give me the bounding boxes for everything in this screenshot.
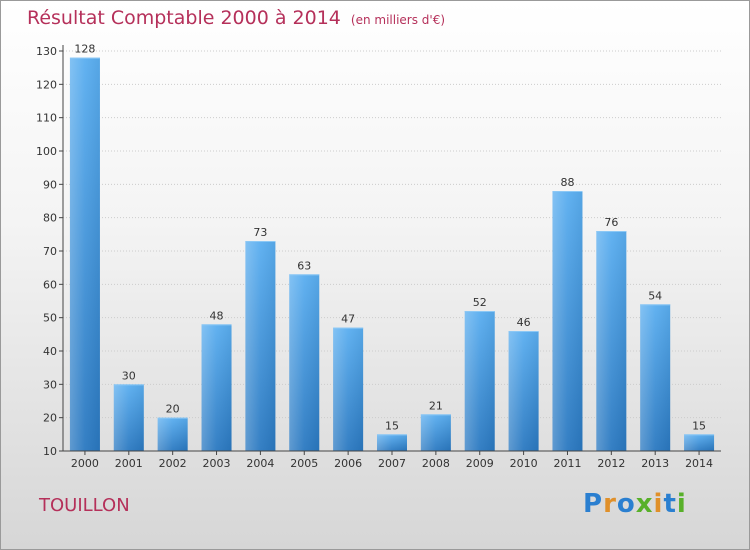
y-tick-label: 80 bbox=[43, 212, 57, 225]
x-tick-label: 2014 bbox=[685, 457, 713, 470]
x-tick-label: 2008 bbox=[422, 457, 450, 470]
y-tick-label: 50 bbox=[43, 312, 57, 325]
y-tick-label: 120 bbox=[36, 78, 57, 91]
x-tick-label: 2003 bbox=[203, 457, 231, 470]
x-tick-label: 2007 bbox=[378, 457, 406, 470]
bar-value-label: 48 bbox=[210, 309, 224, 322]
bar-value-label: 47 bbox=[341, 313, 355, 326]
bar-shine bbox=[377, 434, 407, 451]
bars-layer bbox=[69, 57, 715, 452]
x-tick-label: 2009 bbox=[466, 457, 494, 470]
y-tick-label: 100 bbox=[36, 145, 57, 158]
logo-letter: i bbox=[653, 489, 664, 519]
x-tick-label: 2006 bbox=[334, 457, 362, 470]
x-tick-label: 2012 bbox=[597, 457, 625, 470]
x-tick-label: 2001 bbox=[115, 457, 143, 470]
logo-letter: t bbox=[663, 489, 677, 519]
bar-shine bbox=[69, 57, 100, 452]
logo-letter: o bbox=[616, 489, 636, 519]
y-tick-label: 20 bbox=[43, 412, 57, 425]
y-tick-label: 30 bbox=[43, 378, 57, 391]
y-tick-label: 110 bbox=[36, 112, 57, 125]
bar-shine bbox=[201, 324, 232, 451]
bar-shine bbox=[157, 417, 188, 451]
x-tick-label: 2011 bbox=[553, 457, 581, 470]
bar-value-label: 52 bbox=[473, 296, 487, 309]
bar-shine bbox=[113, 384, 144, 451]
bar-value-label: 76 bbox=[604, 216, 618, 229]
bar-shine bbox=[333, 327, 364, 451]
x-tick-label: 2013 bbox=[641, 457, 669, 470]
bar-value-label: 46 bbox=[517, 316, 531, 329]
bar-shine bbox=[684, 434, 715, 451]
x-tick-label: 2010 bbox=[510, 457, 538, 470]
chart-subtitle: (en milliers d'€) bbox=[350, 13, 446, 27]
bar-value-label: 15 bbox=[385, 419, 399, 432]
bar-shine bbox=[464, 311, 495, 451]
chart-title-text: Résultat Comptable 2000 à 2014 bbox=[27, 7, 341, 29]
bar-shine bbox=[640, 304, 671, 451]
town-name: TOUILLON bbox=[39, 495, 130, 516]
bar-shine bbox=[420, 414, 451, 451]
y-tick-label: 70 bbox=[43, 245, 57, 258]
bar-value-label: 30 bbox=[122, 369, 136, 382]
x-tick-label: 2005 bbox=[290, 457, 318, 470]
bar-shine bbox=[289, 274, 320, 451]
bar-value-label: 128 bbox=[74, 43, 95, 56]
bar-value-label: 54 bbox=[648, 289, 662, 302]
bar-shine bbox=[552, 191, 583, 451]
bar-value-label: 88 bbox=[560, 176, 574, 189]
bar-value-label: 15 bbox=[692, 419, 706, 432]
y-tick-label: 40 bbox=[43, 345, 57, 358]
bar-value-label: 21 bbox=[429, 399, 443, 412]
logo-letter: r bbox=[603, 489, 617, 519]
y-tick-label: 60 bbox=[43, 278, 57, 291]
x-tick-label: 2004 bbox=[246, 457, 274, 470]
y-tick-label: 10 bbox=[43, 445, 57, 458]
logo-letter: x bbox=[635, 489, 654, 519]
y-tick-label: 130 bbox=[36, 45, 57, 58]
x-tick-label: 2000 bbox=[71, 457, 99, 470]
proxiti-logo: Proxiti bbox=[583, 489, 687, 519]
logo-letter: P bbox=[583, 489, 604, 519]
labels-layer: 10 20 30 40 50 60 70 80 90 100 110 120 130 128 2000 30 2… bbox=[36, 43, 713, 470]
axis-layer bbox=[59, 45, 721, 455]
x-tick-label: 2002 bbox=[159, 457, 187, 470]
y-tick-label: 90 bbox=[43, 178, 57, 191]
chart-title: Résultat Comptable 2000 à 2014 (en millie… bbox=[27, 7, 445, 29]
bar-shine bbox=[596, 231, 627, 451]
bar-value-label: 20 bbox=[166, 403, 180, 416]
bar-shine bbox=[245, 241, 276, 451]
logo-letter: i bbox=[676, 489, 687, 519]
bar-value-label: 73 bbox=[253, 226, 267, 239]
bar-shine bbox=[508, 331, 539, 451]
bar-value-label: 63 bbox=[297, 259, 311, 272]
